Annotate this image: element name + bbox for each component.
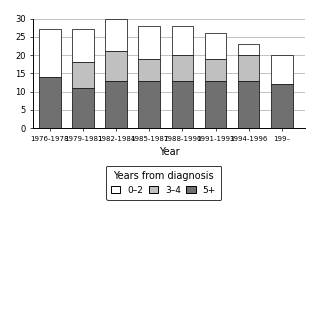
Bar	[205, 33, 226, 59]
Legend: 0–2, 3–4, 5+: 0–2, 3–4, 5+	[106, 166, 221, 200]
Bar	[238, 44, 260, 55]
X-axis label: Year: Year	[159, 148, 180, 157]
Bar	[39, 77, 60, 128]
Bar	[72, 29, 94, 62]
Bar	[172, 81, 193, 128]
Bar	[39, 29, 60, 77]
Bar	[105, 19, 127, 52]
Bar	[139, 81, 160, 128]
Bar	[238, 55, 260, 81]
Bar	[72, 62, 94, 88]
Bar	[105, 52, 127, 81]
Bar	[105, 81, 127, 128]
Bar	[205, 81, 226, 128]
Bar	[72, 88, 94, 128]
Bar	[139, 59, 160, 81]
Bar	[172, 55, 193, 81]
Bar	[271, 84, 292, 128]
Bar	[238, 81, 260, 128]
Bar	[205, 59, 226, 81]
Bar	[172, 26, 193, 55]
Bar	[271, 55, 292, 84]
Bar	[139, 26, 160, 59]
